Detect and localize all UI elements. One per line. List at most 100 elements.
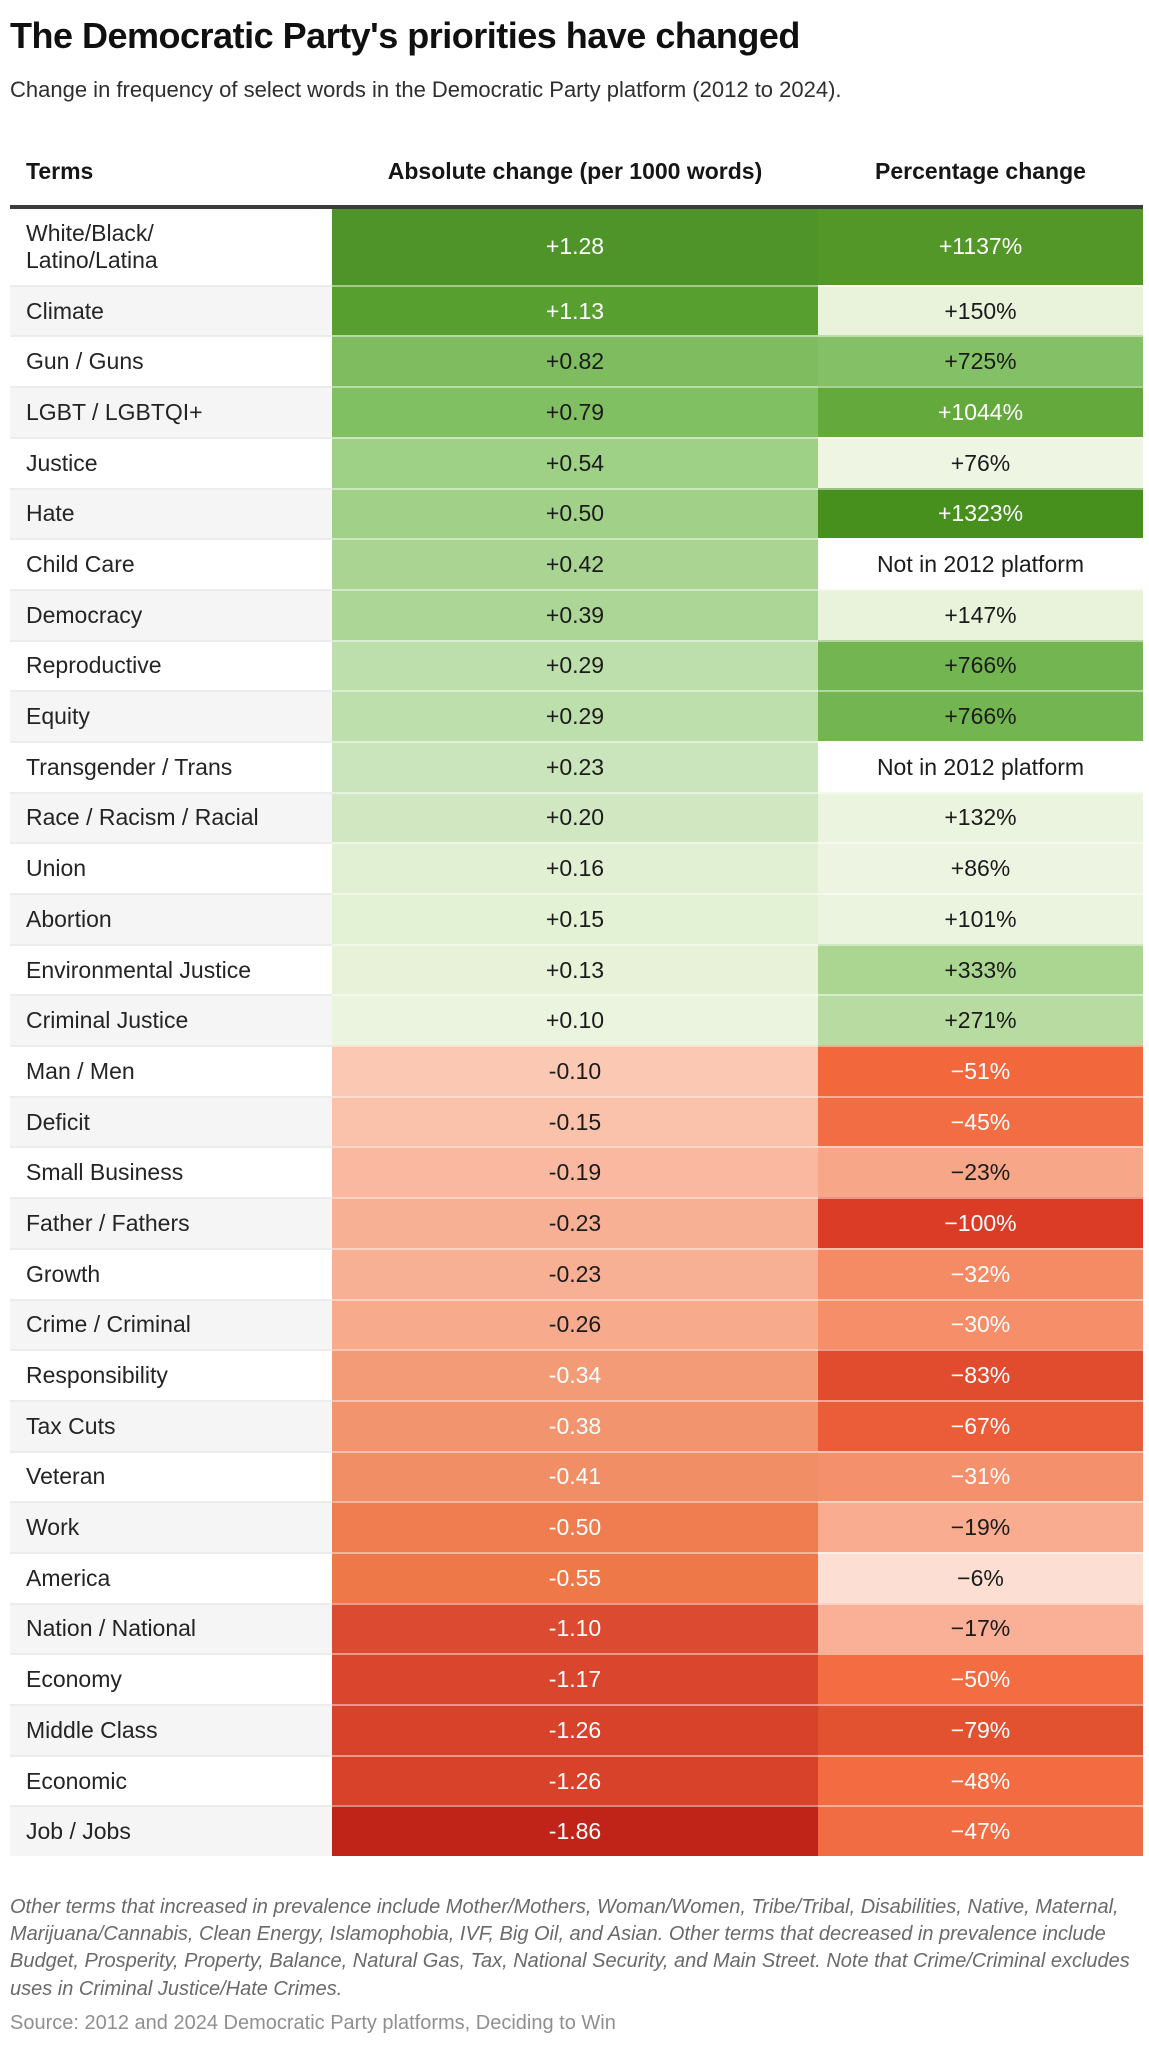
term-cell: Work: [10, 1501, 332, 1552]
percentage-change-cell: +147%: [818, 588, 1143, 640]
term-cell: Deficit: [10, 1095, 332, 1147]
table-row: Growth -0.23 −32%: [10, 1247, 1143, 1299]
absolute-change-cell: +0.23: [332, 740, 818, 792]
percentage-change-cell: +333%: [818, 943, 1143, 995]
percentage-change-cell: +1323%: [818, 487, 1143, 539]
absolute-change-cell: -0.41: [332, 1450, 818, 1502]
percentage-change-cell: −83%: [818, 1349, 1143, 1400]
term-cell: Environmental Justice: [10, 943, 332, 995]
percentage-change-cell: +132%: [818, 791, 1143, 843]
absolute-change-cell: -0.23: [332, 1197, 818, 1248]
term-cell: Crime / Criminal: [10, 1298, 332, 1350]
table-header-row: Terms Absolute change (per 1000 words) P…: [10, 158, 1143, 185]
percentage-change-cell: Not in 2012 platform: [818, 740, 1143, 792]
column-header-absolute-change: Absolute change (per 1000 words): [387, 157, 763, 184]
table-row: Child Care +0.42 Not in 2012 platform: [10, 538, 1143, 589]
percentage-change-cell: +150%: [818, 284, 1143, 336]
percentage-change-cell: +766%: [818, 690, 1143, 741]
absolute-change-cell: -0.55: [332, 1551, 818, 1603]
table-row: Reproductive +0.29 +766%: [10, 639, 1143, 691]
term-cell: Reproductive: [10, 639, 332, 691]
absolute-change-cell: -1.26: [332, 1704, 818, 1755]
percentage-change-cell: −19%: [818, 1501, 1143, 1552]
term-cell: Climate: [10, 284, 332, 336]
percentage-change-cell: −51%: [818, 1045, 1143, 1096]
absolute-change-cell: +1.13: [332, 284, 818, 336]
percentage-change-cell: −45%: [818, 1095, 1143, 1147]
column-header-terms: Terms: [26, 157, 94, 184]
absolute-change-cell: +0.15: [332, 893, 818, 944]
percentage-change-cell: +1137%: [818, 208, 1143, 285]
term-cell: Criminal Justice: [10, 994, 332, 1046]
percentage-change-cell: −50%: [818, 1653, 1143, 1705]
table-row: Climate +1.13 +150%: [10, 284, 1143, 336]
absolute-change-cell: -0.10: [332, 1045, 818, 1096]
absolute-change-cell: +0.13: [332, 943, 818, 995]
table-row: Economic -1.26 −48%: [10, 1754, 1143, 1806]
percentage-change-cell: −100%: [818, 1197, 1143, 1248]
term-cell: Growth: [10, 1247, 332, 1299]
absolute-change-cell: -0.38: [332, 1399, 818, 1451]
term-cell: Small Business: [10, 1146, 332, 1198]
table-row: Job / Jobs -1.86 −47%: [10, 1805, 1143, 1857]
header-divider-rule: [10, 204, 1143, 209]
absolute-change-cell: -1.17: [332, 1653, 818, 1705]
table-row: Nation / National -1.10 −17%: [10, 1602, 1143, 1654]
term-cell: Economy: [10, 1653, 332, 1705]
term-cell: Man / Men: [10, 1045, 332, 1096]
term-cell: White/Black/ Latino/Latina: [10, 208, 332, 285]
table-row: Race / Racism / Racial +0.20 +132%: [10, 791, 1143, 843]
page-title: The Democratic Party's priorities have c…: [10, 15, 800, 56]
absolute-change-cell: +0.29: [332, 639, 818, 691]
table-row: Equity +0.29 +766%: [10, 690, 1143, 741]
column-header-percentage-change: Percentage change: [875, 157, 1086, 184]
percentage-change-cell: −79%: [818, 1704, 1143, 1755]
table-body: White/Black/ Latino/Latina +1.28 +1137% …: [10, 208, 1143, 1857]
table-row: America -0.55 −6%: [10, 1551, 1143, 1603]
absolute-change-cell: -0.50: [332, 1501, 818, 1552]
term-cell: Equity: [10, 690, 332, 741]
table-row: Responsibility -0.34 −83%: [10, 1349, 1143, 1400]
absolute-change-cell: +0.16: [332, 842, 818, 894]
term-cell: Race / Racism / Racial: [10, 791, 332, 843]
absolute-change-cell: -0.15: [332, 1095, 818, 1147]
absolute-change-cell: +0.10: [332, 994, 818, 1046]
table-row: Veteran -0.41 −31%: [10, 1450, 1143, 1502]
absolute-change-cell: +0.20: [332, 791, 818, 843]
footnote-text: Other terms that increased in prevalence…: [10, 1896, 1130, 2000]
percentage-change-cell: +1044%: [818, 386, 1143, 437]
table-row: LGBT / LGBTQI+ +0.79 +1044%: [10, 386, 1143, 437]
term-cell: Gun / Guns: [10, 335, 332, 387]
percentage-change-cell: +101%: [818, 893, 1143, 944]
table-row: Tax Cuts -0.38 −67%: [10, 1399, 1143, 1451]
absolute-change-cell: +0.42: [332, 538, 818, 589]
table-row: Environmental Justice +0.13 +333%: [10, 943, 1143, 995]
table-row: White/Black/ Latino/Latina +1.28 +1137%: [10, 208, 1143, 285]
term-cell: LGBT / LGBTQI+: [10, 386, 332, 437]
percentage-change-cell: +271%: [818, 994, 1143, 1046]
table-row: Man / Men -0.10 −51%: [10, 1045, 1143, 1096]
absolute-change-cell: -0.26: [332, 1298, 818, 1350]
absolute-change-cell: +0.82: [332, 335, 818, 387]
table-row: Gun / Guns +0.82 +725%: [10, 335, 1143, 387]
term-cell: Union: [10, 842, 332, 894]
absolute-change-cell: -0.23: [332, 1247, 818, 1299]
percentage-change-cell: −23%: [818, 1146, 1143, 1198]
absolute-change-cell: +0.54: [332, 436, 818, 488]
absolute-change-cell: -1.26: [332, 1754, 818, 1806]
absolute-change-cell: -1.86: [332, 1805, 818, 1857]
percentage-change-cell: +76%: [818, 436, 1143, 488]
term-cell: Middle Class: [10, 1704, 332, 1755]
term-cell: Transgender / Trans: [10, 740, 332, 792]
table-row: Abortion +0.15 +101%: [10, 893, 1143, 944]
percentage-change-cell: −6%: [818, 1551, 1143, 1603]
table-row: Democracy +0.39 +147%: [10, 588, 1143, 640]
percentage-change-cell: +725%: [818, 335, 1143, 387]
table-row: Criminal Justice +0.10 +271%: [10, 994, 1143, 1046]
term-cell: Hate: [10, 487, 332, 539]
term-cell: Economic: [10, 1754, 332, 1806]
table-row: Work -0.50 −19%: [10, 1501, 1143, 1552]
percentage-change-cell: +86%: [818, 842, 1143, 894]
percentage-change-cell: Not in 2012 platform: [818, 538, 1143, 589]
absolute-change-cell: -1.10: [332, 1602, 818, 1654]
